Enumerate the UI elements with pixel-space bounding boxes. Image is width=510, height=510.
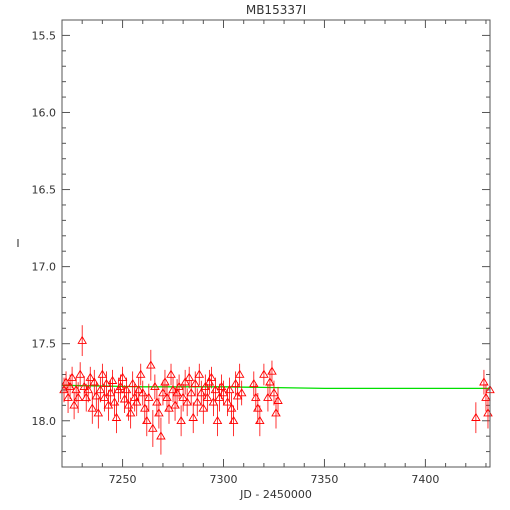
data-point-triangle bbox=[249, 378, 259, 388]
data-point-triangle bbox=[95, 385, 106, 394]
data-point-triangle bbox=[75, 369, 85, 378]
data-point-triangle bbox=[93, 408, 104, 417]
data-point-triangle bbox=[206, 372, 217, 381]
data-point-triangle bbox=[138, 388, 148, 397]
data-point-triangle bbox=[107, 375, 118, 384]
data-point-triangle bbox=[263, 392, 273, 401]
data-point-triangle bbox=[481, 392, 491, 401]
data-point-triangle bbox=[117, 372, 128, 381]
y-tick-label: 16.0 bbox=[32, 106, 57, 119]
data-point-triangle bbox=[471, 412, 481, 421]
data-point-triangle bbox=[202, 392, 213, 401]
x-tick-label: 7300 bbox=[210, 473, 238, 486]
data-point-triangle bbox=[83, 385, 93, 394]
data-point-triangle bbox=[190, 378, 200, 388]
data-point-triangle bbox=[133, 385, 144, 394]
data-point-triangle bbox=[77, 335, 87, 344]
data-point-triangle bbox=[148, 423, 158, 432]
data-point-triangle bbox=[89, 377, 100, 386]
chart-title: MB15337I bbox=[246, 3, 306, 17]
plot-frame bbox=[61, 19, 491, 468]
data-point-triangle bbox=[236, 388, 247, 397]
y-tick-label: 18.0 bbox=[32, 415, 57, 428]
data-point-triangle bbox=[150, 381, 160, 391]
axis-ticks: 7250 7300 7350 7400 15.5 16.0 16.5 17.0 17.5 18.0 bbox=[32, 20, 490, 486]
x-axis-label: JD - 2450000 bbox=[239, 488, 312, 501]
data-point-triangle bbox=[127, 378, 138, 388]
x-tick-label: 7250 bbox=[109, 473, 137, 486]
data-point-triangle bbox=[224, 385, 235, 394]
data-point-triangle bbox=[97, 369, 108, 378]
data-point-triangle bbox=[166, 369, 176, 378]
data-point-triangle bbox=[188, 412, 198, 421]
data-point-triangle bbox=[212, 415, 223, 425]
data-point-triangle bbox=[146, 360, 156, 369]
data-point-triangle bbox=[192, 397, 203, 406]
data-point-triangle bbox=[273, 395, 283, 404]
data-point-triangle bbox=[269, 388, 279, 397]
data-point-triangle bbox=[135, 369, 146, 378]
data-point-triangle bbox=[228, 415, 239, 425]
data-point-triangle bbox=[73, 392, 83, 401]
data-point-triangle bbox=[178, 392, 188, 401]
data-point-triangle bbox=[109, 397, 120, 406]
data-point-triangle bbox=[267, 366, 277, 375]
data-point-triangle bbox=[99, 392, 110, 401]
x-tick-label: 7350 bbox=[310, 473, 338, 486]
data-point-triangle bbox=[87, 403, 98, 412]
y-tick-label: 17.0 bbox=[32, 261, 57, 274]
data-points-layer bbox=[59, 325, 495, 455]
data-point-triangle bbox=[198, 403, 209, 412]
data-point-triangle bbox=[259, 369, 269, 378]
y-tick-label: 17.5 bbox=[32, 338, 57, 351]
data-point-triangle bbox=[142, 415, 152, 425]
data-point-triangle bbox=[184, 372, 194, 381]
data-point-triangle bbox=[180, 377, 190, 386]
data-point-triangle bbox=[125, 408, 136, 417]
data-point-triangle bbox=[69, 400, 79, 409]
data-point-triangle bbox=[111, 412, 122, 421]
data-point-triangle bbox=[160, 377, 170, 386]
data-point-triangle bbox=[144, 392, 154, 401]
y-tick-label: 16.5 bbox=[32, 184, 57, 197]
data-point-triangle bbox=[67, 372, 77, 381]
data-point-triangle bbox=[234, 369, 245, 378]
data-point-triangle bbox=[121, 385, 132, 394]
data-point-triangle bbox=[105, 388, 116, 397]
data-point-triangle bbox=[194, 369, 205, 378]
data-point-triangle bbox=[154, 408, 164, 417]
data-point-triangle bbox=[85, 372, 96, 381]
data-point-triangle bbox=[156, 431, 166, 440]
data-point-triangle bbox=[61, 377, 71, 386]
data-point-triangle bbox=[255, 415, 265, 425]
x-tick-label: 7400 bbox=[411, 473, 439, 486]
y-tick-label: 15.5 bbox=[32, 29, 57, 42]
y-axis-label: I bbox=[16, 237, 19, 250]
data-point-triangle bbox=[196, 388, 207, 397]
data-point-triangle bbox=[91, 391, 102, 400]
data-point-triangle bbox=[174, 381, 184, 391]
data-point-triangle bbox=[182, 397, 192, 406]
data-point-triangle bbox=[186, 388, 196, 397]
data-point-triangle bbox=[176, 415, 186, 425]
data-point-triangle bbox=[479, 377, 489, 386]
